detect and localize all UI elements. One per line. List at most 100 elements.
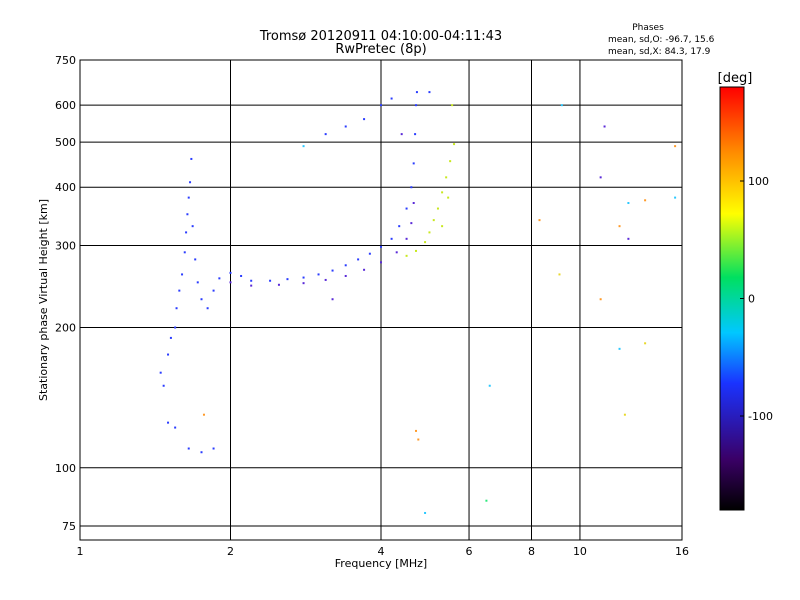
data-point xyxy=(344,264,347,267)
data-point xyxy=(159,371,162,374)
data-point xyxy=(344,274,347,277)
data-point xyxy=(229,281,232,284)
colorbar-tick-label: 100 xyxy=(748,175,769,188)
data-point xyxy=(412,202,415,205)
data-point xyxy=(436,207,439,210)
y-tick-label: 600 xyxy=(55,99,76,112)
data-point xyxy=(187,447,190,450)
y-axis-label: Stationary phase Virtual Height [km] xyxy=(37,199,50,401)
x-tick-label: 4 xyxy=(378,545,385,558)
data-point xyxy=(286,278,289,281)
data-point xyxy=(414,133,417,136)
data-point xyxy=(174,426,177,429)
data-point xyxy=(190,157,193,160)
data-point xyxy=(410,186,413,189)
y-tick-label: 500 xyxy=(55,136,76,149)
data-point xyxy=(441,225,444,228)
chart-title-line1: Tromsø 20120911 04:10:00-04:11:43 xyxy=(259,29,502,44)
data-point xyxy=(410,222,413,225)
y-tick-label: 200 xyxy=(55,322,76,335)
data-point xyxy=(324,133,327,136)
data-point xyxy=(229,271,232,274)
data-point xyxy=(212,447,215,450)
data-point xyxy=(415,91,418,94)
data-point xyxy=(398,225,401,228)
data-point xyxy=(363,268,366,271)
data-point xyxy=(250,284,253,287)
data-point xyxy=(212,289,215,292)
data-point xyxy=(240,274,243,277)
data-point xyxy=(191,225,194,228)
data-point xyxy=(250,279,253,282)
colorbar-label: [deg] xyxy=(718,71,753,86)
data-point xyxy=(415,104,418,107)
x-tick-label: 2 xyxy=(227,545,234,558)
data-point xyxy=(395,251,398,254)
y-tick-label: 300 xyxy=(55,239,76,252)
data-point xyxy=(181,273,184,276)
data-point xyxy=(560,104,563,107)
data-point xyxy=(558,273,561,276)
data-point xyxy=(627,202,630,205)
colorbar-tick-label: -100 xyxy=(748,410,773,423)
data-point xyxy=(453,143,456,146)
chart-title-line2: RwPretec (8p) xyxy=(335,42,426,57)
data-point xyxy=(674,196,677,199)
data-point xyxy=(368,252,371,255)
data-point xyxy=(424,241,427,244)
data-point xyxy=(324,278,327,281)
data-point xyxy=(183,251,186,254)
data-point xyxy=(331,269,334,272)
data-point xyxy=(357,258,360,261)
data-point xyxy=(415,429,418,432)
phase-stats-x: mean, sd,X: 84.3, 17.9 xyxy=(608,47,711,57)
data-point xyxy=(194,258,197,261)
data-point xyxy=(185,231,188,234)
data-point xyxy=(206,307,209,310)
data-point xyxy=(186,213,189,216)
data-point xyxy=(189,181,192,184)
data-point xyxy=(412,162,415,165)
data-point xyxy=(449,160,452,163)
data-point xyxy=(441,191,444,194)
data-point xyxy=(202,413,205,416)
data-point xyxy=(175,307,178,310)
data-point xyxy=(331,298,334,301)
data-point xyxy=(405,207,408,210)
data-point xyxy=(200,298,203,301)
y-tick-label: 400 xyxy=(55,181,76,194)
plot-area: 1 2 4 6 8 10 16 75 100 200 300 400 500 600 750 xyxy=(55,54,689,558)
data-point xyxy=(302,276,305,279)
data-point xyxy=(390,237,393,240)
data-point xyxy=(196,281,199,284)
data-point xyxy=(162,384,165,387)
data-point xyxy=(167,421,170,424)
data-point xyxy=(174,326,177,329)
y-tick-label: 750 xyxy=(55,54,76,67)
data-point xyxy=(400,133,403,136)
data-point xyxy=(302,145,305,148)
data-point xyxy=(380,104,382,107)
x-tick-label: 16 xyxy=(675,545,689,558)
phase-stats-heading: Phases xyxy=(632,23,664,33)
phase-stats-o: mean, sd,O: -96.7, 15.6 xyxy=(608,35,715,45)
data-point xyxy=(169,336,172,339)
y-tick-label: 75 xyxy=(62,520,76,533)
data-point xyxy=(599,176,602,179)
data-point xyxy=(405,237,408,240)
data-point xyxy=(344,125,347,128)
x-axis-label: Frequency [MHz] xyxy=(335,557,427,570)
data-point xyxy=(451,104,454,107)
x-tick-label: 1 xyxy=(77,545,84,558)
data-point xyxy=(269,279,272,282)
x-tick-label: 10 xyxy=(573,545,587,558)
data-point xyxy=(599,298,602,301)
data-point xyxy=(417,438,420,441)
data-point xyxy=(187,196,190,199)
data-point xyxy=(428,231,431,234)
data-point xyxy=(424,511,427,514)
x-tick-label: 6 xyxy=(466,545,473,558)
data-point xyxy=(277,283,280,286)
data-point xyxy=(380,245,382,248)
